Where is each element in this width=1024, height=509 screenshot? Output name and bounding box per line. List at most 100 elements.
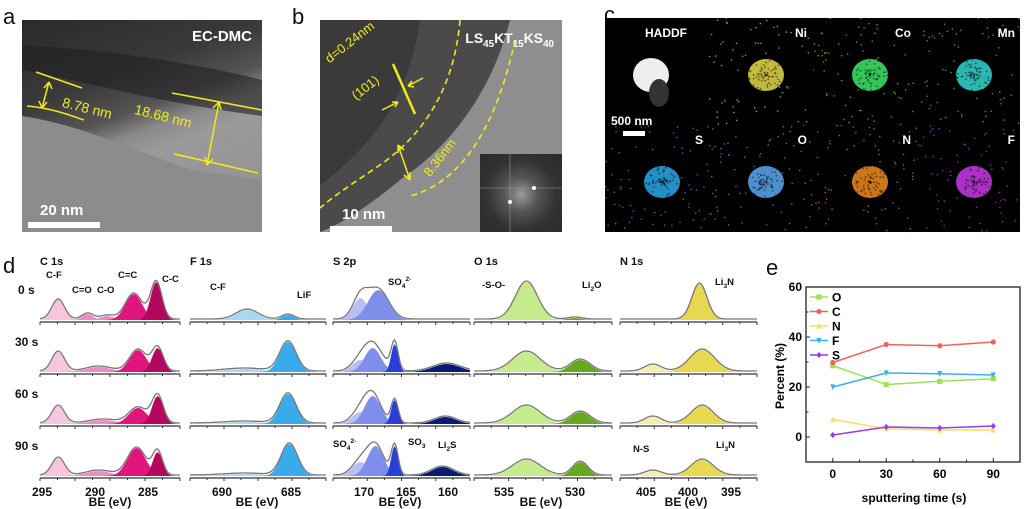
eds-map-image (633, 58, 669, 107)
data-point-marker (816, 351, 822, 359)
series-line (832, 364, 994, 386)
tick-690: 690 (211, 485, 233, 499)
annotation-c-double-c: C=C (118, 270, 138, 281)
xps-envelope (39, 279, 180, 320)
xps-peak-fit (620, 365, 757, 372)
row-label-90s: 90 s (15, 439, 39, 453)
eds-map-grid: HADDF Ni Co Mn S O N F (605, 18, 1020, 232)
series-line (832, 425, 994, 436)
eds-map-image (917, 125, 1018, 232)
xps-peak-fit (40, 406, 180, 424)
legend-item-s: S (810, 349, 840, 363)
eds-maps: HADDF Ni Co Mn S O N F 500 nm (605, 18, 1020, 232)
eds-map-ni: Ni (709, 18, 813, 125)
xps-envelope (332, 286, 470, 320)
annotation-s-so4-top: SO42- (388, 276, 412, 291)
eds-map-label: O (797, 133, 807, 147)
xps-spectra (39, 279, 758, 481)
data-point-marker (883, 341, 889, 348)
xps-envelope (620, 348, 757, 372)
series-f (830, 370, 996, 391)
eds-map-label: HADDF (645, 26, 687, 40)
xps-peak-fit (40, 452, 180, 476)
xps-title-o1s: O 1s (474, 256, 498, 268)
xps-spectrum-n1s (619, 282, 758, 481)
eds-map-image (813, 18, 914, 125)
xps-peak-fit (190, 369, 326, 372)
annotation-c-f: C-F (46, 270, 62, 281)
data-point-marker (830, 363, 836, 369)
scalebar-label: 10 nm (342, 206, 386, 223)
annotation-s-so3: SO3 (408, 437, 426, 450)
label-part: LS (465, 30, 484, 46)
xps-peak-fit (190, 474, 326, 476)
tick-295: 295 (31, 485, 53, 499)
xps-peak-fit (474, 462, 612, 476)
xps-row-60s (473, 404, 613, 429)
xps-row-60s (189, 392, 327, 429)
annotation-s-so4-bottom: SO42- (333, 438, 357, 453)
data-point-marker (816, 294, 822, 300)
data-point-marker (830, 416, 836, 423)
data-point-marker (883, 423, 889, 431)
xps-spectrum-c1s (39, 279, 181, 481)
xps-peak-fit (620, 284, 757, 320)
xps-peak-fit (40, 352, 180, 372)
xps-peak-fit (620, 406, 757, 424)
xps-row-60s (619, 404, 758, 429)
eds-map-image (709, 18, 810, 125)
data-point-marker (816, 322, 822, 329)
sample-label: LS45KT15KS40 (465, 30, 554, 50)
xps-peak-fit (474, 412, 612, 424)
chart-ticks: 0 20 40 60 0 30 60 90 (789, 280, 1001, 481)
y-tick-label: 60 (789, 280, 803, 294)
xps-envelope (333, 441, 471, 476)
xps-peak-fit (190, 310, 326, 320)
annotation-o-s-o: -S-O- (482, 280, 506, 291)
data-point-marker (990, 422, 996, 430)
label-part: KT (494, 30, 513, 46)
xps-row-90s (189, 442, 327, 481)
annotation-f-lif: LiF (297, 290, 312, 301)
annotation-n-ns: N-S (633, 444, 650, 455)
electrolyte-label: EC-DMC (192, 28, 252, 45)
legend-label: O (832, 291, 841, 305)
xps-row-30s (473, 350, 613, 377)
series-s (830, 422, 996, 439)
xps-peak-fit (333, 348, 470, 372)
legend-label: N (832, 320, 841, 334)
label-sub: 45 (483, 38, 495, 50)
data-point-marker (816, 337, 822, 344)
xps-peak-fit (620, 417, 757, 424)
xps-peak-fit (40, 282, 180, 320)
xps-peak-fit (333, 364, 470, 372)
xps-envelope (620, 404, 757, 424)
eds-map-o: O (709, 125, 813, 232)
xps-envelope (190, 392, 326, 424)
data-point-marker (937, 371, 943, 377)
xps-peak-fit (40, 350, 180, 372)
data-point-marker (830, 359, 836, 366)
xps-peak-fit (474, 460, 612, 476)
x-axis-title-s2p: BE (eV) (378, 495, 422, 509)
eds-map-label: S (694, 133, 703, 147)
row-label-0s: 0 s (18, 283, 35, 297)
annotation-f-c-f: C-F (210, 282, 226, 293)
xps-peak-fit (190, 315, 326, 320)
xps-peak-fit (620, 460, 757, 476)
x-tick-label: 90 (987, 467, 1001, 481)
xps-peak-fit (40, 420, 180, 424)
eds-map-image (920, 18, 1020, 125)
xps-peak-fit (333, 417, 470, 424)
eds-map-co: Co (813, 18, 917, 125)
xps-peak-fit (333, 467, 470, 476)
data-point-marker (937, 378, 943, 384)
x-axis-title-f1s: BE (eV) (235, 495, 279, 509)
xps-peak-fit (474, 318, 612, 320)
xps-envelope (620, 282, 757, 320)
legend-label: S (832, 349, 840, 363)
legend-label: F (832, 334, 839, 348)
label-sub: 40 (543, 38, 554, 50)
